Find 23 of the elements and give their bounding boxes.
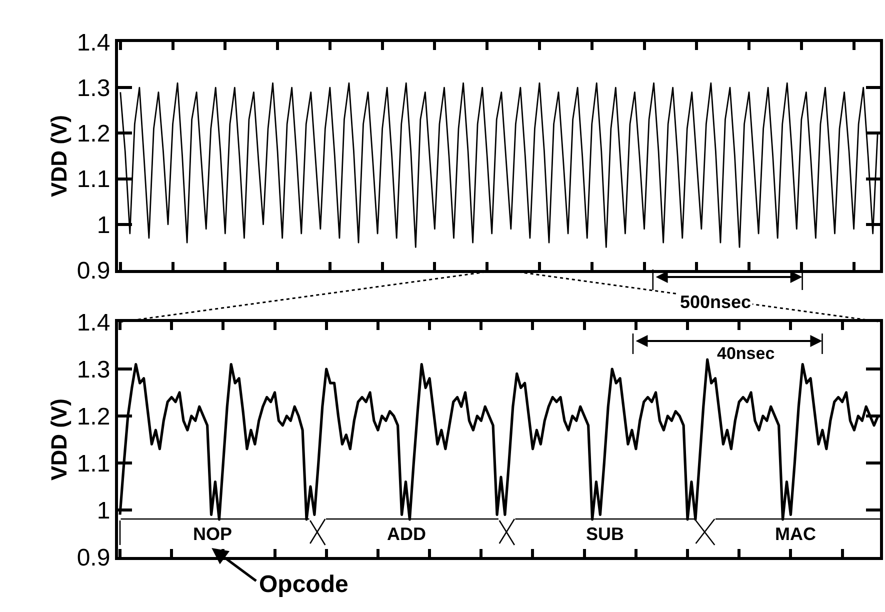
annotation: MAC [775,524,816,544]
y-tick-label: 1.2 [76,120,110,148]
y-tick-label: 1.1 [76,450,110,478]
y-tick-label: 1 [96,497,110,524]
y-tick-label: 1.3 [76,75,110,102]
y-axis-title: VDD (V) [46,115,72,197]
y-tick-label: 0.9 [76,257,110,284]
y-tick-label: 1.4 [76,309,110,336]
y-tick-label: 0.9 [76,544,110,572]
text: 500nsec [680,292,752,312]
y-tick-label: 1.1 [76,166,110,194]
annotation: 40nsec [717,344,775,363]
y-axis-title: VDD (V) [46,398,72,480]
y-tick-label: 1.4 [76,29,110,56]
line-series [118,358,880,521]
y-tick-label: 1 [96,212,110,239]
y-tick-label: 1.3 [76,356,110,384]
annotation: ADD [387,524,426,544]
text: Opcode [259,571,348,598]
annotation: NOP [193,524,232,544]
y-tick-label: 1.2 [76,403,110,430]
annotation: SUB [586,524,624,544]
line-series [120,82,878,248]
